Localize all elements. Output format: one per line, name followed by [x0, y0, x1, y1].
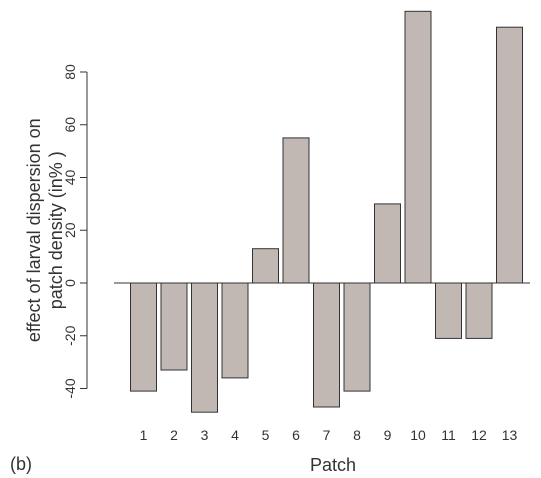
x-tick-label: 11 [441, 427, 456, 443]
y-tick-label: 40 [62, 170, 78, 186]
y-tick-label: 20 [62, 222, 78, 238]
y-tick-label: 0 [62, 279, 78, 287]
bar-patch-13 [496, 26, 523, 284]
x-tick-label: 12 [471, 427, 487, 443]
y-ticks-group: -40 -20 0 20 40 60 80 [62, 64, 87, 399]
x-tick-label: 8 [353, 427, 361, 443]
bar-patch-8 [343, 282, 371, 392]
bar-patch-9 [374, 203, 401, 284]
bar-patch-1 [130, 282, 157, 392]
y-tick-label: 60 [62, 117, 78, 133]
y-axis-label-line1: effect of larval dispersion on [24, 118, 44, 342]
x-axis-label: Patch [310, 455, 356, 475]
bar-patch-7 [313, 282, 340, 408]
x-tick-label: 9 [384, 427, 392, 443]
bar-patch-5 [252, 248, 279, 284]
x-tick-label: 4 [231, 427, 239, 443]
panel-label: (b) [10, 454, 32, 474]
x-tick-label: 10 [410, 427, 426, 443]
bar-patch-6 [282, 137, 310, 284]
bar-patch-10 [404, 10, 432, 284]
x-tick-label: 6 [292, 427, 300, 443]
bar-patch-11 [435, 282, 462, 339]
bar-patch-12 [465, 282, 493, 339]
x-tick-label: 5 [262, 427, 270, 443]
x-tick-label: 2 [170, 427, 178, 443]
bar-patch-4 [221, 282, 249, 379]
x-tick-label: 7 [323, 427, 331, 443]
y-axis-label-line2: patch density (in% ) [46, 151, 66, 309]
x-tick-label: 3 [201, 427, 209, 443]
y-tick-label: -20 [62, 325, 78, 345]
y-tick-label: -40 [62, 378, 78, 398]
bar-patch-3 [191, 282, 218, 413]
x-tick-label: 1 [140, 427, 148, 443]
bar-patch-2 [160, 282, 188, 371]
x-tick-label: 13 [502, 427, 518, 443]
x-ticks-group: 1 2 3 4 5 6 7 8 9 10 11 12 13 [140, 427, 518, 443]
y-tick-label: 80 [62, 64, 78, 80]
bars-group [130, 10, 523, 413]
